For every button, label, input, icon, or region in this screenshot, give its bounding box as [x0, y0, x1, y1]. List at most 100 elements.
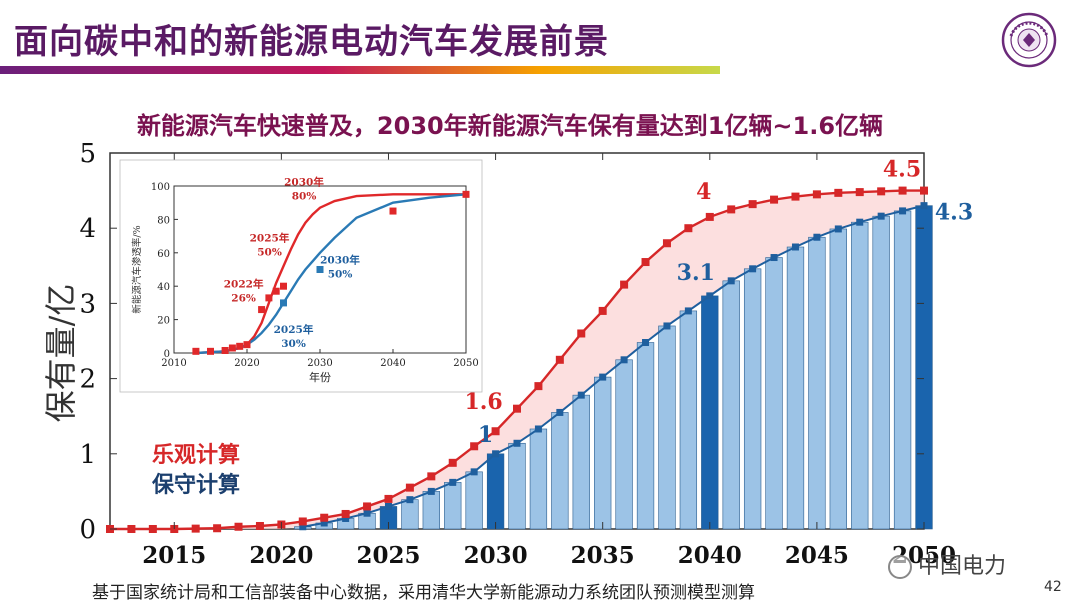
optimistic-point [341, 509, 350, 518]
x-tick-label: 2040 [678, 542, 742, 569]
conservative-point [556, 408, 564, 416]
x-tick-label: 2025 [356, 542, 420, 569]
watermark-text: 中国电力 [918, 554, 1007, 579]
conservative-bar [529, 428, 548, 530]
y-tick-label: 3 [79, 289, 96, 319]
inset-x-tick-label: 2040 [380, 358, 405, 369]
conservative-bar [401, 499, 419, 530]
inset-annotation-value: 30% [281, 338, 306, 350]
optimistic-point [491, 427, 500, 436]
title-gradient-bar [0, 66, 720, 74]
conservative-point [920, 202, 928, 210]
optimistic-point [363, 502, 372, 511]
conservative-bar [486, 453, 505, 530]
conservative-point [492, 450, 500, 458]
conservative-point [620, 356, 628, 364]
conservative-point [749, 265, 757, 273]
inset-optimistic-point [243, 341, 251, 349]
conservative-bar [508, 442, 526, 530]
conservative-bar [444, 482, 462, 530]
conservative-point [406, 496, 414, 504]
data-annotation: 4.5 [883, 157, 921, 183]
inset-annotation-value: 50% [328, 269, 353, 281]
inset-optimistic-point [389, 207, 397, 215]
conservative-point [534, 425, 542, 433]
conservative-point [384, 502, 392, 510]
conservative-point [899, 207, 907, 215]
legend-conservative: 保守计算 [151, 472, 240, 498]
conservative-bar [829, 228, 847, 530]
x-tick-label: 2015 [142, 542, 206, 569]
optimistic-point [812, 190, 821, 199]
inset-y-tick-label: 100 [151, 182, 170, 193]
inset-annotation: 2025年 50% [250, 232, 290, 259]
conservative-bar [872, 215, 890, 530]
optimistic-point [470, 442, 479, 451]
conservative-point [363, 509, 371, 517]
inset-optimistic-point [207, 347, 214, 355]
optimistic-point [855, 188, 864, 197]
optimistic-point [705, 212, 714, 221]
optimistic-point [191, 524, 200, 533]
conservative-bar [551, 412, 569, 530]
y-tick-label: 4 [79, 214, 96, 244]
data-annotation: 4 [696, 179, 711, 205]
inset-optimistic-point [236, 342, 244, 350]
optimistic-point [298, 517, 307, 526]
conservative-bar [765, 257, 783, 530]
conservative-point [791, 243, 799, 251]
optimistic-point [234, 522, 243, 531]
slide-subtitle: 新能源汽车快速普及，2030年新能源汽车保有量达到1亿辆~1.6亿辆 [136, 112, 884, 140]
optimistic-point [513, 404, 521, 413]
inset-optimistic-point [221, 346, 229, 354]
optimistic-point [448, 458, 457, 467]
optimistic-point [727, 205, 736, 214]
conservative-point [877, 212, 885, 220]
x-tick-label: 2020 [249, 542, 313, 569]
conservative-bar [808, 236, 826, 530]
inset-y-tick-label: 0 [164, 349, 170, 360]
inset-y-tick-label: 20 [157, 316, 170, 327]
conservative-bar [572, 394, 590, 530]
inset-annotation-year: 2030年 [320, 254, 360, 267]
conservative-line [302, 204, 925, 528]
conservative-bar [743, 268, 762, 530]
optimistic-point [834, 188, 843, 197]
optimistic-point [320, 513, 329, 522]
scenario-gap-band [110, 190, 924, 529]
conservative-point [642, 339, 650, 347]
conservative-bar [422, 491, 440, 530]
inset-annotation-value: 80% [292, 190, 317, 202]
conservative-bar [701, 295, 719, 530]
conservative-point [320, 519, 328, 527]
optimistic-point [641, 258, 650, 267]
inset-annotation: 2022年 26% [224, 278, 264, 305]
conservative-point [856, 218, 864, 226]
optimistic-point [920, 186, 928, 195]
conservative-point [770, 254, 778, 262]
optimistic-point [148, 525, 157, 533]
conservative-bar [594, 376, 612, 530]
inset-optimistic-point [192, 347, 200, 355]
conservative-point [663, 322, 671, 330]
page-number: 42 [1044, 579, 1062, 595]
y-axis-label: 保有量/亿 [42, 284, 80, 423]
inset-x-tick-label: 2010 [161, 358, 186, 369]
optimistic-point [620, 280, 629, 289]
inset-annotation-value: 26% [231, 293, 256, 305]
slide-title: 面向碳中和的新能源电动汽车发展前景 [14, 22, 609, 62]
optimistic-point [213, 524, 222, 533]
inset-annotation-year: 2025年 [250, 232, 290, 245]
y-tick-label: 1 [79, 440, 96, 470]
inset-x-tick-label: 2050 [453, 358, 478, 369]
inset-annotation-year: 2030年 [284, 175, 324, 188]
inset-optimistic-point [272, 287, 280, 295]
inset-annotation-value: 50% [257, 247, 282, 259]
conservative-bar [679, 310, 698, 530]
conservative-bar [722, 280, 740, 530]
inset-annotation: 2025年 30% [274, 323, 314, 350]
optimistic-point [427, 472, 436, 481]
conservative-point [813, 233, 821, 241]
inset-annotation: 2030年 80% [284, 175, 324, 202]
